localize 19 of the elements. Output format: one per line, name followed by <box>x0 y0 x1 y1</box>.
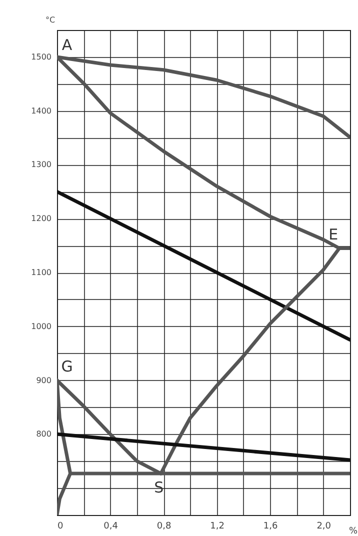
x-tick-label: 1,6 <box>263 522 278 532</box>
x-tick-label: 0 <box>58 522 64 532</box>
y-tick-label: 1500 <box>31 52 52 62</box>
y-tick-label: 1300 <box>31 160 52 170</box>
y-axis-title: °C <box>46 16 56 24</box>
x-axis-title: % <box>348 526 358 536</box>
x-tick-label: 0,4 <box>104 522 118 532</box>
y-tick-label: 1100 <box>31 268 52 277</box>
x-tick-label: 1,2 <box>210 522 224 532</box>
y-tick-label: 1200 <box>31 214 52 224</box>
y-tick-label: 800 <box>36 430 52 439</box>
y-tick-label: 900 <box>36 376 52 385</box>
x-tick-label: 0,8 <box>156 522 172 532</box>
y-tick-label: 1400 <box>31 106 52 116</box>
annotation: G <box>61 357 73 376</box>
y-tick-label: 1000 <box>31 322 52 331</box>
x-tick-label: 2,0 <box>316 522 332 532</box>
annotation: A <box>62 36 73 54</box>
annotation: E <box>328 225 338 244</box>
